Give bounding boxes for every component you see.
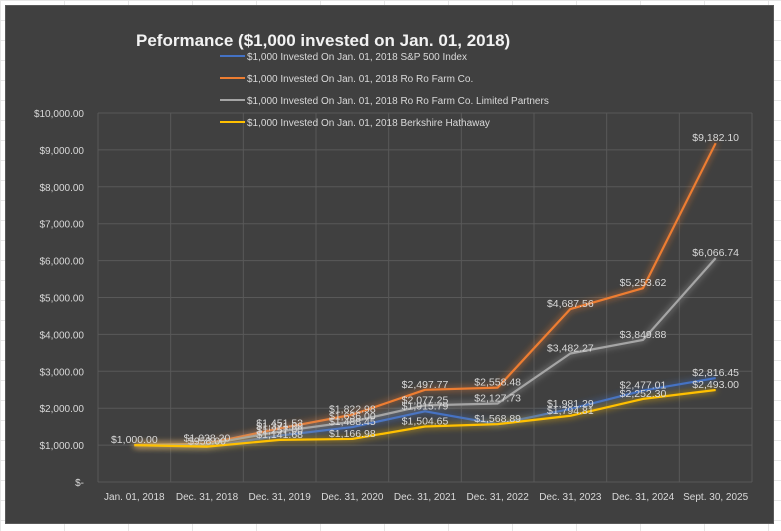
data-label: $2,497.77 [402, 379, 449, 391]
x-tick-label: Sept. 30, 2025 [683, 492, 748, 503]
x-axis: Jan. 01, 2018 Dec. 31, 2018 Dec. 31, 2019 D… [104, 492, 749, 503]
legend-entry: $1,000 Invested On Jan. 01, 2018 Ro Ro F… [247, 74, 473, 85]
x-tick-label: Dec. 31, 2018 [176, 492, 239, 503]
data-label: $3,849.88 [620, 329, 667, 341]
data-label: $2,477.01 [620, 380, 667, 392]
data-label: $1,981.29 [547, 398, 594, 410]
series-line [134, 257, 717, 447]
data-label: $2,077.25 [402, 394, 449, 406]
data-label: $9,182.10 [692, 132, 739, 144]
y-tick-label: $9,000.00 [40, 146, 85, 157]
data-labels: $1,257.00 $1,488.45 $1,915.79 $1,981.29 $2,4… [111, 132, 739, 447]
y-tick-label: $1,000.00 [40, 441, 85, 452]
x-tick-label: Dec. 31, 2021 [394, 492, 457, 503]
data-label: $2,558.48 [474, 377, 521, 389]
y-axis: $- $1,000.00 $2,000.00 $3,000.00 $4,000.00 $5… [34, 109, 84, 489]
data-label: $3,482.27 [547, 343, 594, 355]
x-tick-label: Dec. 31, 2019 [249, 492, 312, 503]
legend-entry: $1,000 Invested On Jan. 01, 2018 Ro Ro F… [247, 96, 549, 107]
data-label: $958.00 [188, 436, 226, 448]
y-tick-label: $5,000.00 [40, 294, 85, 305]
data-label: $1,257.00 [256, 425, 303, 437]
data-label: $1,915.79 [402, 400, 449, 412]
y-tick-label: $7,000.00 [40, 220, 85, 231]
y-tick-label: $- [75, 478, 84, 489]
data-label: $1,636.00 [329, 411, 376, 423]
y-tick-label: $4,000.00 [40, 330, 85, 341]
x-tick-label: Dec. 31, 2022 [467, 492, 530, 503]
series-line [134, 142, 717, 447]
data-label: $1,000.00 [111, 434, 158, 446]
chart-area[interactable] [5, 5, 774, 524]
data-label: $1,141.68 [256, 429, 303, 441]
x-tick-label: Dec. 31, 2023 [539, 492, 602, 503]
data-label: $2,493.00 [692, 379, 739, 391]
data-label: $2,816.45 [692, 367, 739, 379]
y-tick-label: $2,000.00 [40, 404, 85, 415]
y-tick-label: $10,000.00 [34, 109, 84, 120]
y-tick-label: $8,000.00 [40, 183, 85, 194]
data-label: $4,687.56 [547, 298, 594, 310]
legend: $1,000 Invested On Jan. 01, 2018 S&P 500… [220, 52, 549, 129]
legend-entry: $1,000 Invested On Jan. 01, 2018 S&P 500… [247, 52, 467, 63]
legend-entry: $1,000 Invested On Jan. 01, 2018 Berkshi… [247, 118, 490, 129]
data-label: $5,253.62 [620, 277, 667, 289]
y-tick-label: $6,000.00 [40, 257, 85, 268]
series-lines [134, 142, 717, 448]
data-label: $1,568.89 [474, 413, 521, 425]
data-label: $1,166.98 [329, 428, 376, 440]
data-label: $1,451.53 [256, 417, 303, 429]
x-tick-label: Dec. 31, 2024 [612, 492, 675, 503]
data-label: $2,252.30 [620, 388, 667, 400]
data-label: $2,127.73 [474, 392, 521, 404]
data-label: $1,038.20 [184, 433, 231, 445]
series-line [134, 388, 716, 448]
series-line [134, 376, 716, 448]
chart-title: Peformance ($1,000 invested on Jan. 01, … [136, 31, 510, 50]
data-label: $1,504.65 [402, 415, 449, 427]
data-label: $1,488.45 [329, 416, 376, 428]
data-label: $1,822.98 [329, 404, 376, 416]
gridlines [97, 112, 753, 483]
data-label: $1,794.81 [547, 405, 594, 417]
x-tick-label: Dec. 31, 2020 [321, 492, 384, 503]
y-tick-label: $3,000.00 [40, 367, 85, 378]
data-label: $6,066.74 [692, 247, 739, 259]
x-tick-label: Jan. 01, 2018 [104, 492, 165, 503]
data-label: $1,371.00 [256, 420, 303, 432]
